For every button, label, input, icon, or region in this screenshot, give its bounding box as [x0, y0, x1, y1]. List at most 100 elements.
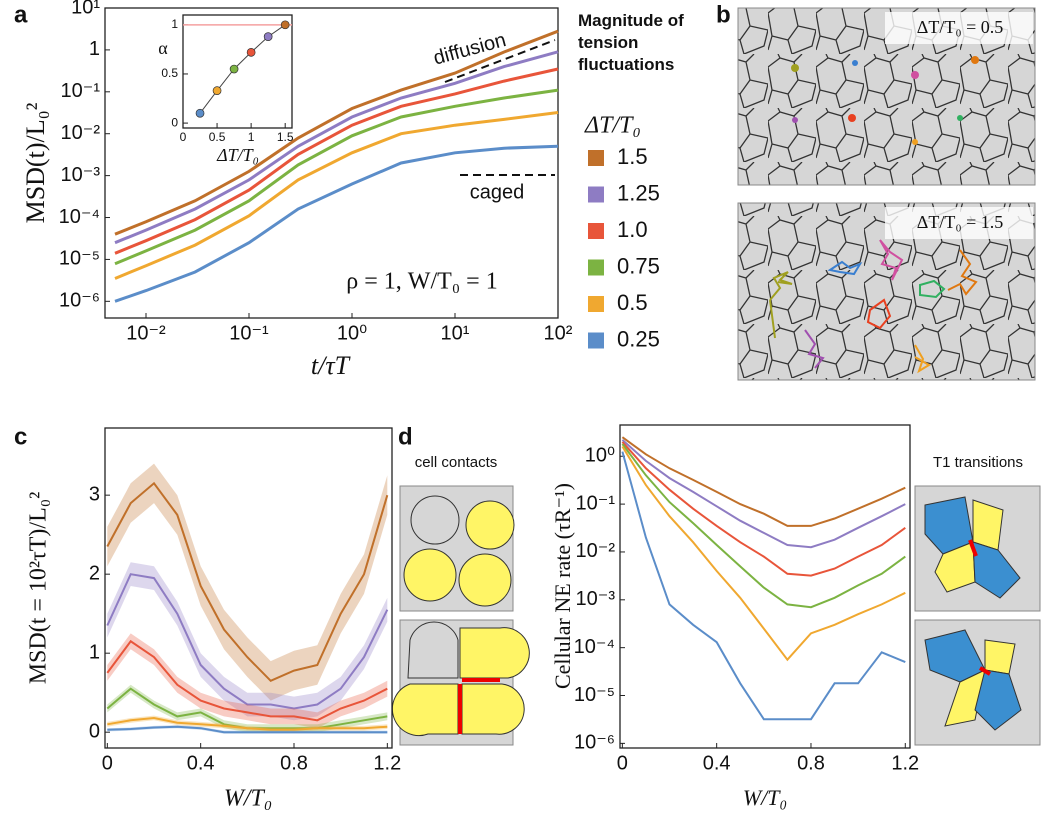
y-tick-label: 10⁻¹ [576, 492, 616, 514]
error-band [107, 463, 388, 701]
x-tick-label: 0 [617, 752, 628, 774]
series-line [106, 573, 389, 710]
x-tick-label: 0.8 [280, 752, 308, 774]
series-line [621, 445, 906, 662]
legend-subtitle: ΔT/T₀ [584, 113, 641, 139]
point [263, 32, 273, 41]
series-line [621, 451, 906, 721]
legend-label: 1.5 [617, 144, 648, 169]
x-tick-label: 1 [248, 130, 255, 144]
y-tick-label: 10⁰ [585, 445, 615, 467]
panel-label: d [398, 423, 413, 450]
plot-frame [104, 427, 393, 749]
y-tick-label: 10⁻⁵ [59, 248, 100, 270]
legend-label: 1.25 [617, 180, 660, 205]
series-line [114, 88, 559, 266]
series-line [621, 441, 906, 577]
series-line [114, 111, 559, 280]
label-bg [885, 12, 1033, 44]
annotation: diffusion [431, 29, 508, 69]
y-tick-label: 1 [89, 641, 100, 663]
x-axis-label: W/T₀ [743, 785, 787, 810]
legend-swatch [588, 259, 604, 276]
y-tick-label: 10⁻² [576, 540, 616, 562]
point [229, 64, 239, 74]
legend-swatch [588, 150, 604, 166]
legend-swatch [588, 186, 604, 203]
plot-frame [104, 7, 559, 319]
error-band [107, 562, 388, 721]
x-tick-label: 1.2 [373, 752, 401, 774]
x-tick-label: 10⁻¹ [229, 322, 269, 344]
x-tick-label: 0.5 [209, 130, 226, 144]
y-tick-label: 10⁻³ [61, 164, 101, 186]
y-tick-label: 10⁻⁶ [574, 732, 615, 754]
series-line [107, 716, 388, 731]
y-tick-label: 2 [89, 562, 100, 584]
plot-frame [619, 424, 911, 749]
legend-swatch [588, 296, 604, 312]
t1-image [914, 485, 1041, 746]
legend-label: 1.0 [617, 217, 648, 242]
series-line [106, 481, 389, 682]
x-tick-label: 10² [544, 322, 573, 344]
diffusion-guide [444, 39, 556, 83]
y-tick-label: 10⁻² [61, 122, 101, 144]
series-line [114, 50, 559, 245]
x-tick-label: 10⁰ [337, 322, 367, 344]
series-line [107, 725, 388, 734]
image-label: ΔT/T₀ = 1.5 [917, 212, 1004, 232]
panel-label: c [14, 423, 27, 450]
y-tick-label: 10⁻⁴ [59, 206, 100, 228]
image-title: cell contacts [415, 454, 498, 471]
series-line [621, 439, 906, 549]
series-line [114, 67, 559, 255]
point [280, 20, 290, 30]
x-tick-label: 1.2 [891, 752, 919, 774]
y-axis-label: Cellular NE rate (τR⁻¹) [550, 483, 575, 689]
y-tick-label: 10⁻⁴ [574, 636, 615, 658]
y-tick-label: 0 [171, 115, 178, 129]
label-bg [885, 207, 1033, 239]
y-tick-label: 10⁻¹ [61, 80, 101, 102]
x-tick-label: 1.5 [277, 130, 294, 144]
annotation: caged [470, 181, 525, 203]
x-axis-label: ΔT/T₀ [216, 145, 259, 165]
y-axis-label: MSD(t)/L₀² [21, 102, 50, 223]
x-tick-label: 0.4 [187, 752, 215, 774]
y-tick-label: 3 [89, 483, 100, 505]
x-axis-label: W/T₀ [224, 786, 272, 812]
series-line [621, 443, 906, 609]
series-line [114, 144, 559, 303]
y-axis-label: α [158, 38, 168, 58]
legend-swatch [588, 332, 604, 349]
legend-label: 0.25 [617, 326, 660, 351]
y-tick-label: 10⁻⁵ [574, 684, 615, 706]
point [212, 86, 222, 96]
image-label: ΔT/T₀ = 0.5 [917, 17, 1004, 37]
y-tick-label: 0 [89, 720, 100, 742]
series-line [621, 436, 906, 527]
legend-label: 0.75 [617, 253, 660, 278]
y-tick-label: 0.5 [161, 66, 178, 80]
x-tick-label: 10⁻² [126, 322, 166, 344]
legend-title: Magnitude of tension fluctuations [578, 11, 684, 74]
error-band [107, 633, 388, 729]
x-tick-label: 0.8 [797, 752, 825, 774]
x-tick-label: 10¹ [441, 322, 470, 344]
y-tick-label: 1 [171, 17, 178, 31]
panel-label: b [716, 1, 731, 28]
annotation: ρ = 1, W/T₀ = 1 [346, 269, 497, 295]
series-line [106, 639, 388, 722]
cell-tracks [769, 56, 979, 374]
image-title: T1 transitions [933, 454, 1023, 471]
y-tick-label: 1 [89, 38, 100, 60]
x-tick-label: 0 [180, 130, 187, 144]
panel-label: a [14, 1, 28, 28]
y-tick-label: 10¹ [71, 0, 100, 18]
y-axis-label: MSD(t = 10²τT)/L₀² [26, 492, 52, 685]
x-tick-label: 0.4 [703, 752, 731, 774]
series-line [114, 29, 559, 236]
